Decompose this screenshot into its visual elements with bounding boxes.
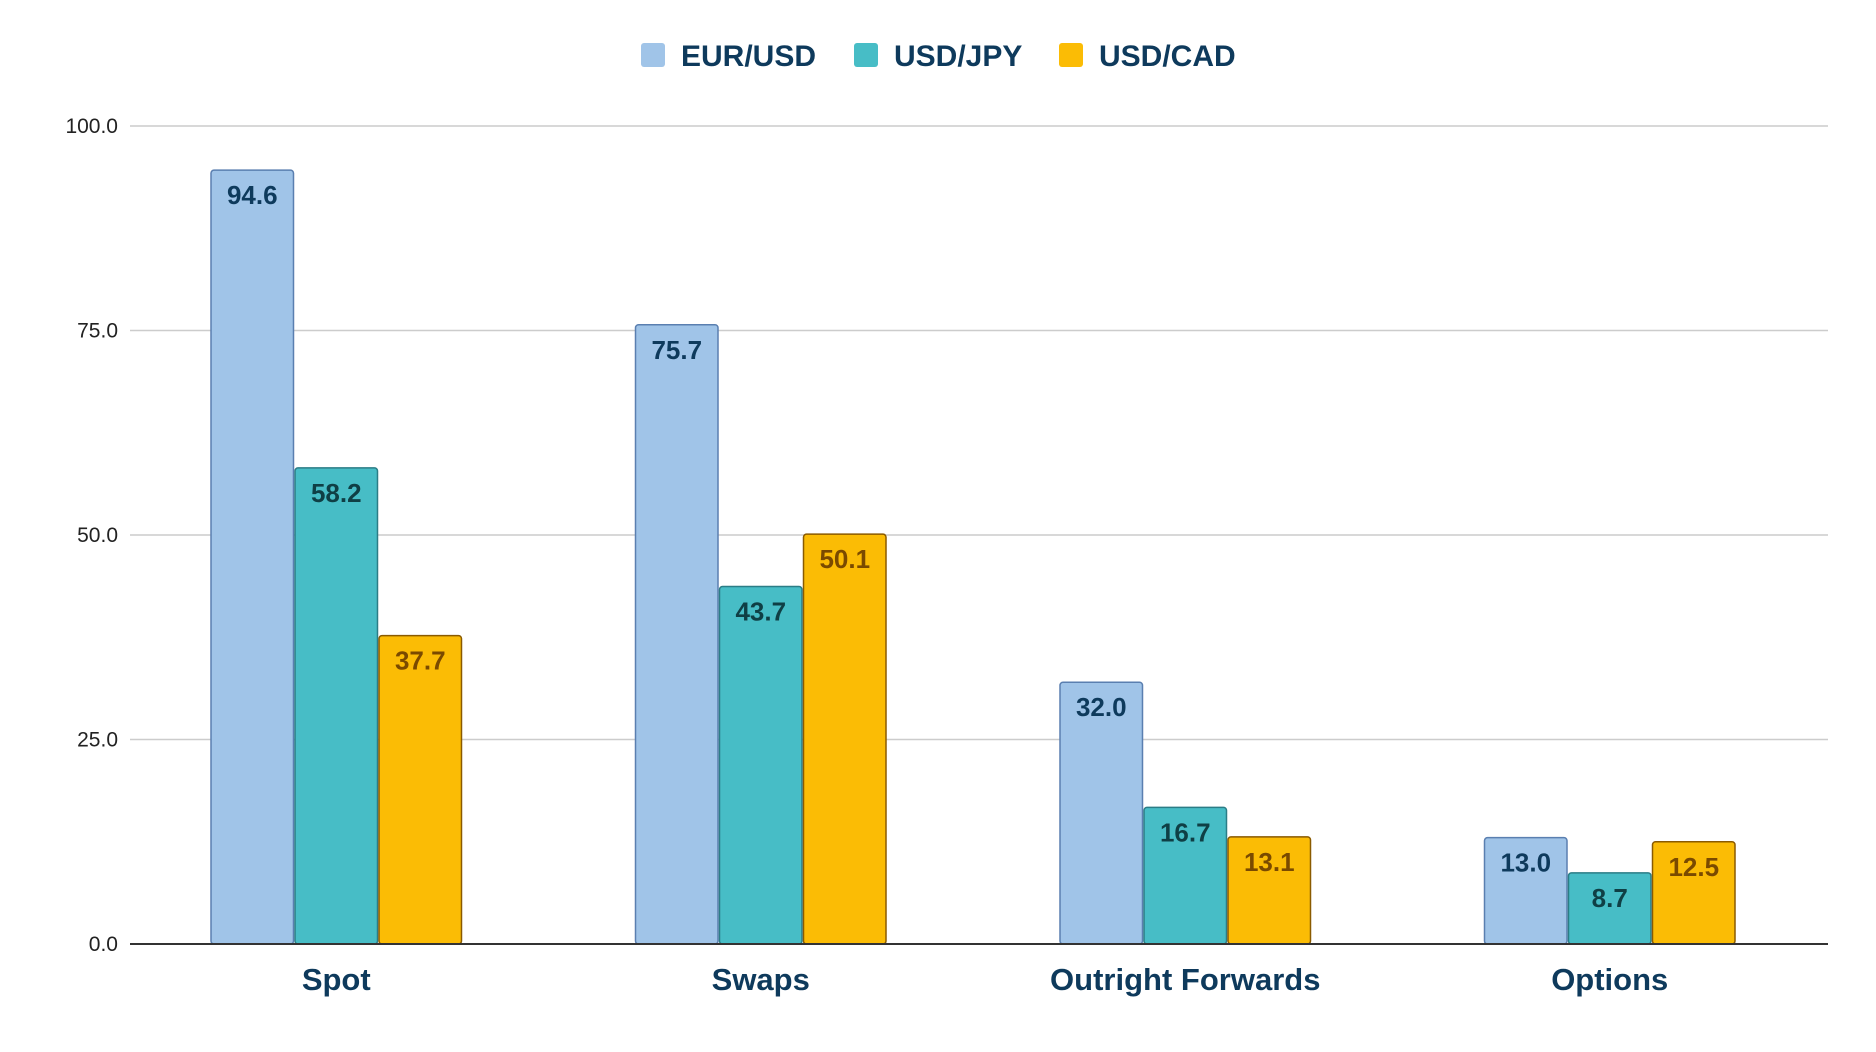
- bar-usd-cad: [802, 533, 887, 945]
- legend-label: USD/CAD: [1099, 40, 1236, 73]
- bar-eur-usd: [634, 324, 719, 945]
- data-label: 94.6: [227, 180, 278, 210]
- x-category-label: Outright Forwards: [1050, 962, 1320, 997]
- y-tick-label: 0.0: [89, 933, 118, 956]
- legend-label: EUR/USD: [681, 40, 816, 73]
- y-tick-label: 50.0: [77, 524, 118, 547]
- data-label: 32.0: [1076, 692, 1127, 722]
- bar-usd-jpy: [718, 585, 803, 945]
- legend-swatch: [641, 43, 665, 67]
- bar-usd-jpy: [294, 467, 379, 945]
- y-tick-label: 25.0: [77, 729, 118, 752]
- y-tick-label: 100.0: [65, 115, 118, 138]
- bar-eur-usd: [210, 169, 295, 945]
- data-label: 12.5: [1668, 852, 1719, 882]
- data-label: 50.1: [819, 544, 870, 574]
- x-category-label: Options: [1551, 962, 1668, 997]
- x-category-label: Spot: [302, 962, 371, 997]
- data-label: 8.7: [1592, 883, 1628, 913]
- data-label: 16.7: [1160, 817, 1211, 847]
- data-label: 13.1: [1244, 847, 1295, 877]
- legend-label: USD/JPY: [894, 40, 1022, 73]
- data-label: 43.7: [735, 597, 786, 627]
- data-label: 75.7: [651, 335, 702, 365]
- bar-usd-cad: [378, 634, 463, 945]
- data-label: 37.7: [395, 646, 446, 676]
- legend-swatch: [1059, 43, 1083, 67]
- y-tick-label: 75.0: [77, 320, 118, 343]
- x-category-label: Swaps: [712, 962, 810, 997]
- legend-swatch: [854, 43, 878, 67]
- data-label: 13.0: [1500, 848, 1551, 878]
- data-label: 58.2: [311, 478, 362, 508]
